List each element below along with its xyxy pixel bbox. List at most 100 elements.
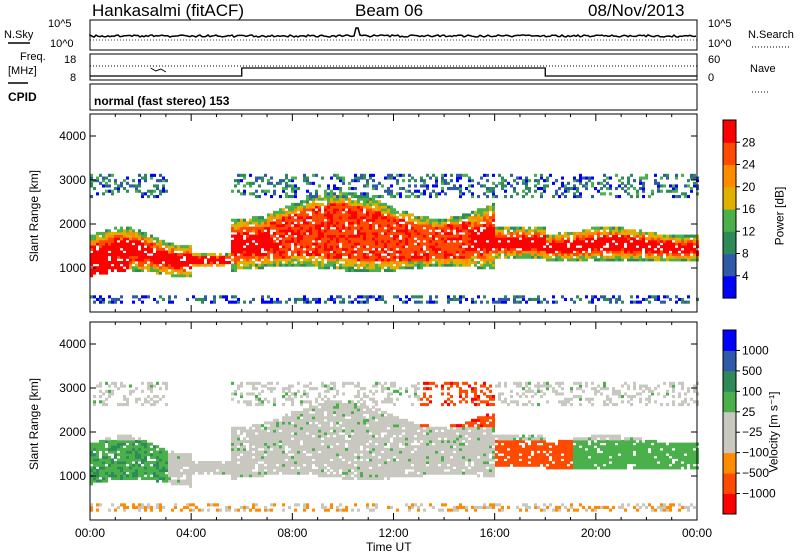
heatmap-cell [603,173,606,177]
heatmap-cell [207,503,210,507]
heatmap-cell [270,381,273,385]
heatmap-cell [156,261,159,265]
heatmap-cell [369,242,372,246]
heatmap-cell [234,300,237,304]
heatmap-cell [384,216,387,220]
heatmap-cell [339,247,342,251]
heatmap-cell [381,205,384,209]
heatmap-cell [357,221,360,225]
heatmap-cell [105,403,108,407]
heatmap-cell [633,231,636,235]
heatmap-cell [615,173,618,177]
heatmap-cell [306,297,309,301]
heatmap-cell [519,245,522,249]
heatmap-cell [435,179,438,183]
heatmap-cell [159,453,162,457]
heatmap-cell [504,226,507,230]
heatmap-cell [252,453,255,457]
heatmap-cell [240,469,243,473]
heatmap-cell [114,253,117,257]
heatmap-cell [576,255,579,259]
heatmap-cell [246,239,249,243]
heatmap-cell [525,187,528,191]
heatmap-cell [645,176,648,180]
heatmap-cell [180,271,183,275]
heatmap-cell [396,237,399,241]
heatmap-cell [642,239,645,243]
heatmap-cell [252,503,255,507]
heatmap-cell [615,226,618,230]
heatmap-cell [258,258,261,262]
heatmap-cell [318,255,321,259]
heatmap-cell [465,250,468,254]
heatmap-cell [660,234,663,238]
heatmap-cell [183,482,186,486]
heatmap-cell [258,250,261,254]
heatmap-cell [96,479,99,483]
heatmap-cell [276,426,279,430]
heatmap-cell [465,297,468,301]
heatmap-cell [192,295,195,299]
heatmap-cell [627,245,630,249]
heatmap-cell [180,461,183,465]
heatmap-cell [648,300,651,304]
heatmap-cell [288,218,291,222]
heatmap-cell [189,453,192,457]
heatmap-cell [129,263,132,267]
heatmap-cell [648,237,651,241]
heatmap-cell [438,218,441,222]
heatmap-cell [684,184,687,188]
heatmap-cell [192,466,195,470]
heatmap-cell [636,253,639,257]
heatmap-cell [426,263,429,267]
heatmap-cell [297,439,300,443]
heatmap-cell [348,295,351,299]
heatmap-cell [486,189,489,193]
heatmap-cell [108,395,111,399]
heatmap-cell [366,202,369,206]
heatmap-cell [408,213,411,217]
heatmap-cell [408,184,411,188]
heatmap-cell [171,271,174,275]
heatmap-cell [246,392,249,396]
heatmap-cell [300,432,303,436]
heatmap-cell [99,442,102,446]
heatmap-cell [213,461,216,465]
heatmap-cell [144,173,147,177]
heatmap-cell [162,179,165,183]
heatmap-cell [147,266,150,270]
heatmap-cell [237,221,240,225]
heatmap-cell [411,250,414,254]
heatmap-cell [384,263,387,267]
heatmap-cell [564,189,567,193]
heatmap-cell [630,295,633,299]
heatmap-cell [681,300,684,304]
heatmap-cell [546,179,549,183]
heatmap-cell [270,434,273,438]
heatmap-cell [432,253,435,257]
heatmap-cell [240,429,243,433]
heatmap-cell [342,231,345,235]
heatmap-cell [120,184,123,188]
heatmap-cell [174,247,177,251]
heatmap-cell [381,221,384,225]
heatmap-cell [534,255,537,259]
heatmap-cell [129,231,132,235]
heatmap-cell [432,245,435,249]
heatmap-cell [303,226,306,230]
heatmap-cell [426,226,429,230]
heatmap-cell [381,229,384,233]
heatmap-cell [372,197,375,201]
heatmap-cell [279,445,282,449]
heatmap-cell [390,189,393,193]
heatmap-cell [564,184,567,188]
heatmap-cell [669,189,672,193]
heatmap-cell [390,255,393,259]
heatmap-cell [312,216,315,220]
heatmap-cell [387,187,390,191]
heatmap-cell [243,447,246,451]
heatmap-cell [141,453,144,457]
heatmap-cell [294,229,297,233]
heatmap-cell [261,434,264,438]
heatmap-cell [378,226,381,230]
